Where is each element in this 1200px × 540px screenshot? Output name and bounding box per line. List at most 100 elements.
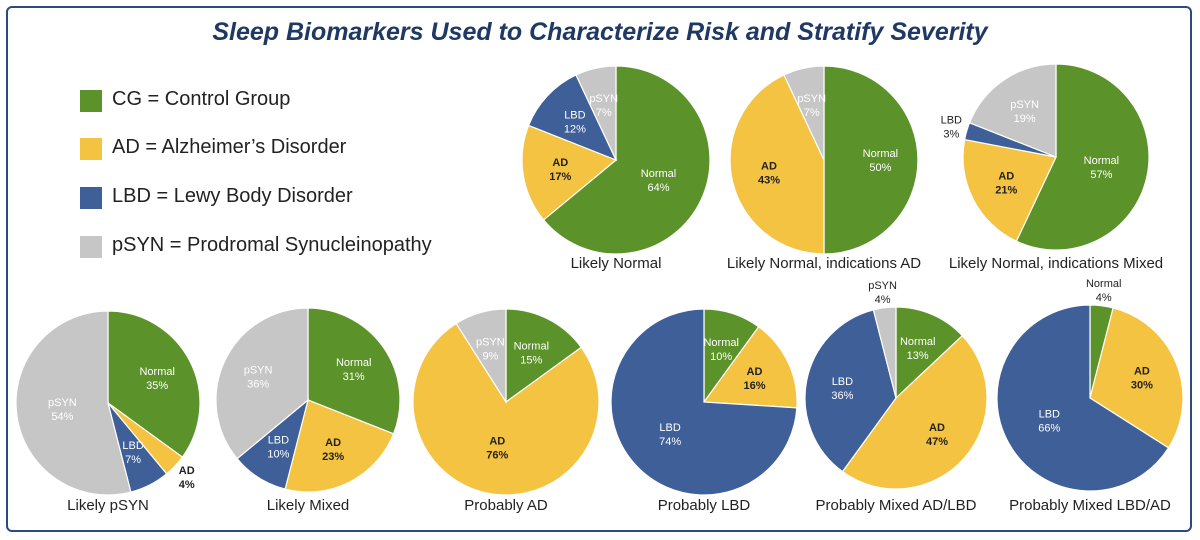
slice-label-ad: AD xyxy=(998,170,1014,182)
pie-likely-normal-indications-ad: Normal 50% AD 43% pSYN 7% Likely Normal, indic… xyxy=(727,65,921,272)
pie-caption: Likely Normal, indications AD xyxy=(727,255,921,272)
slice-value-lbd: 74% xyxy=(659,436,681,448)
slice-value-ad: 43% xyxy=(758,174,780,186)
legend-label-lbd: LBD = Lewy Body Disorder xyxy=(112,185,353,207)
pie-slice-ad xyxy=(521,124,618,221)
slice-label-ad: AD xyxy=(325,437,341,449)
slice-label-normal: Normal xyxy=(641,168,676,180)
pie-slice-normal xyxy=(307,307,401,435)
slice-label-psyn: pSYN xyxy=(476,336,505,348)
slice-label-lbd: LBD xyxy=(941,115,962,127)
slice-value-normal: 57% xyxy=(1090,169,1112,181)
slice-value-normal: 35% xyxy=(146,380,168,392)
pie-slice-ad xyxy=(284,399,395,493)
pie-slice-normal xyxy=(895,306,964,400)
pie-slice-psyn xyxy=(215,307,309,460)
slice-label-psyn: pSYN xyxy=(1010,99,1039,111)
slice-value-psyn: 9% xyxy=(482,350,498,362)
slice-value-ad: 30% xyxy=(1131,380,1153,392)
slice-label-normal: Normal xyxy=(514,340,549,352)
slice-label-psyn: pSYN xyxy=(797,93,826,105)
slice-label-normal: Normal xyxy=(1086,278,1121,290)
legend-swatch-ad xyxy=(80,138,102,160)
pie-slice-ad xyxy=(1089,307,1184,449)
pie-slice-lbd xyxy=(527,74,618,162)
slice-value-psyn: 19% xyxy=(1014,113,1036,125)
slice-label-ad: AD xyxy=(747,366,763,378)
slice-label-lbd: LBD xyxy=(268,435,289,447)
slice-label-psyn: pSYN xyxy=(868,280,897,292)
pie-caption: Probably Mixed LBD/AD xyxy=(1009,497,1171,514)
slice-value-lbd: 12% xyxy=(564,123,586,135)
slice-label-lbd: LBD xyxy=(1039,408,1060,420)
legend-swatch-cg xyxy=(80,90,102,112)
pie-slice-normal xyxy=(1015,63,1150,251)
figure-frame xyxy=(6,6,1192,532)
pie-caption: Likely Mixed xyxy=(267,497,350,514)
pie-slice-psyn xyxy=(783,65,825,161)
slice-label-normal: Normal xyxy=(703,337,738,349)
pie-caption: Probably Mixed AD/LBD xyxy=(816,497,977,514)
slice-label-ad: AD xyxy=(552,157,568,169)
pie-caption: Likely Normal, indications Mixed xyxy=(949,255,1163,272)
pie-slice-normal xyxy=(542,65,711,255)
legend-label-cg: CG = Control Group xyxy=(112,88,291,110)
slice-label-ad: AD xyxy=(489,436,505,448)
pie-likely-normal-indications-mixed: Normal 57% AD 21% LBD 3% pSYN 19% Likely Normal,… xyxy=(941,63,1163,272)
pie-likely-psyn: Normal 35% AD 4% LBD 7% pSYN 54% Likely pSYN xyxy=(15,310,201,514)
slice-value-psyn: 54% xyxy=(51,411,73,423)
legend-label-ad: AD = Alzheimer’s Disorder xyxy=(112,136,347,158)
legend-label-psyn: pSYN = Prodromal Synucleinopathy xyxy=(112,234,432,256)
slice-label-normal: Normal xyxy=(1084,155,1119,167)
slice-value-normal: 13% xyxy=(907,350,929,362)
slice-value-lbd: 3% xyxy=(943,129,959,141)
slice-value-normal: 50% xyxy=(869,162,891,174)
slice-label-lbd: LBD xyxy=(122,440,143,452)
pie-caption: Probably LBD xyxy=(658,497,751,514)
pie-slice-ad xyxy=(412,322,600,496)
slice-value-ad: 21% xyxy=(995,184,1017,196)
pie-caption: Likely pSYN xyxy=(67,497,149,514)
pie-slice-normal xyxy=(823,65,919,255)
figure-title: Sleep Biomarkers Used to Characterize Ri… xyxy=(212,18,988,46)
pie-slice-psyn xyxy=(872,306,897,399)
slice-value-psyn: 36% xyxy=(247,379,269,391)
pie-slice-normal xyxy=(505,308,583,404)
pie-slice-lbd xyxy=(996,304,1170,492)
slice-value-normal: 31% xyxy=(343,371,365,383)
slice-value-normal: 64% xyxy=(647,182,669,194)
slice-value-lbd: 66% xyxy=(1038,422,1060,434)
slice-value-ad: 47% xyxy=(926,436,948,448)
pie-slice-ad xyxy=(962,138,1057,242)
slice-value-psyn: 7% xyxy=(596,107,612,119)
slice-label-normal: Normal xyxy=(336,357,371,369)
slice-value-normal: 15% xyxy=(520,354,542,366)
slice-label-lbd: LBD xyxy=(659,422,680,434)
slice-value-ad: 4% xyxy=(179,479,195,491)
slice-label-ad: AD xyxy=(179,465,195,477)
pie-slice-lbd xyxy=(804,309,897,473)
slice-label-ad: AD xyxy=(761,160,777,172)
pie-slice-normal xyxy=(107,310,201,458)
pie-probably-lbd: Normal 10% AD 16% LBD 74% Probably LBD xyxy=(610,308,798,514)
slice-value-lbd: 36% xyxy=(831,390,853,402)
slice-value-normal: 4% xyxy=(1096,292,1112,304)
pie-caption: Probably AD xyxy=(464,497,548,514)
slice-value-lbd: 10% xyxy=(267,449,289,461)
pie-slice-lbd xyxy=(610,308,798,496)
slice-label-lbd: LBD xyxy=(832,376,853,388)
slice-label-normal: Normal xyxy=(900,336,935,348)
slice-value-normal: 10% xyxy=(710,351,732,363)
slice-value-psyn: 7% xyxy=(804,107,820,119)
slice-value-ad: 16% xyxy=(743,380,765,392)
pie-slice-psyn xyxy=(15,310,132,496)
pie-likely-normal: Normal 64% AD 17% LBD 12% pSYN 7% Likely Normal xyxy=(521,65,711,272)
slice-value-lbd: 7% xyxy=(125,454,141,466)
pie-probably-mixed-ad-lbd: Normal 13% AD 47% LBD 36% pSYN 4% Probably Mixed… xyxy=(804,280,988,514)
pie-probably-mixed-lbd-ad: Normal 4% AD 30% LBD 66% Probably Mixed LBD/AD xyxy=(996,278,1184,514)
slice-label-psyn: pSYN xyxy=(48,397,77,409)
slice-label-ad: AD xyxy=(1134,366,1150,378)
slice-label-normal: Normal xyxy=(139,366,174,378)
pie-slice-ad xyxy=(841,334,988,490)
